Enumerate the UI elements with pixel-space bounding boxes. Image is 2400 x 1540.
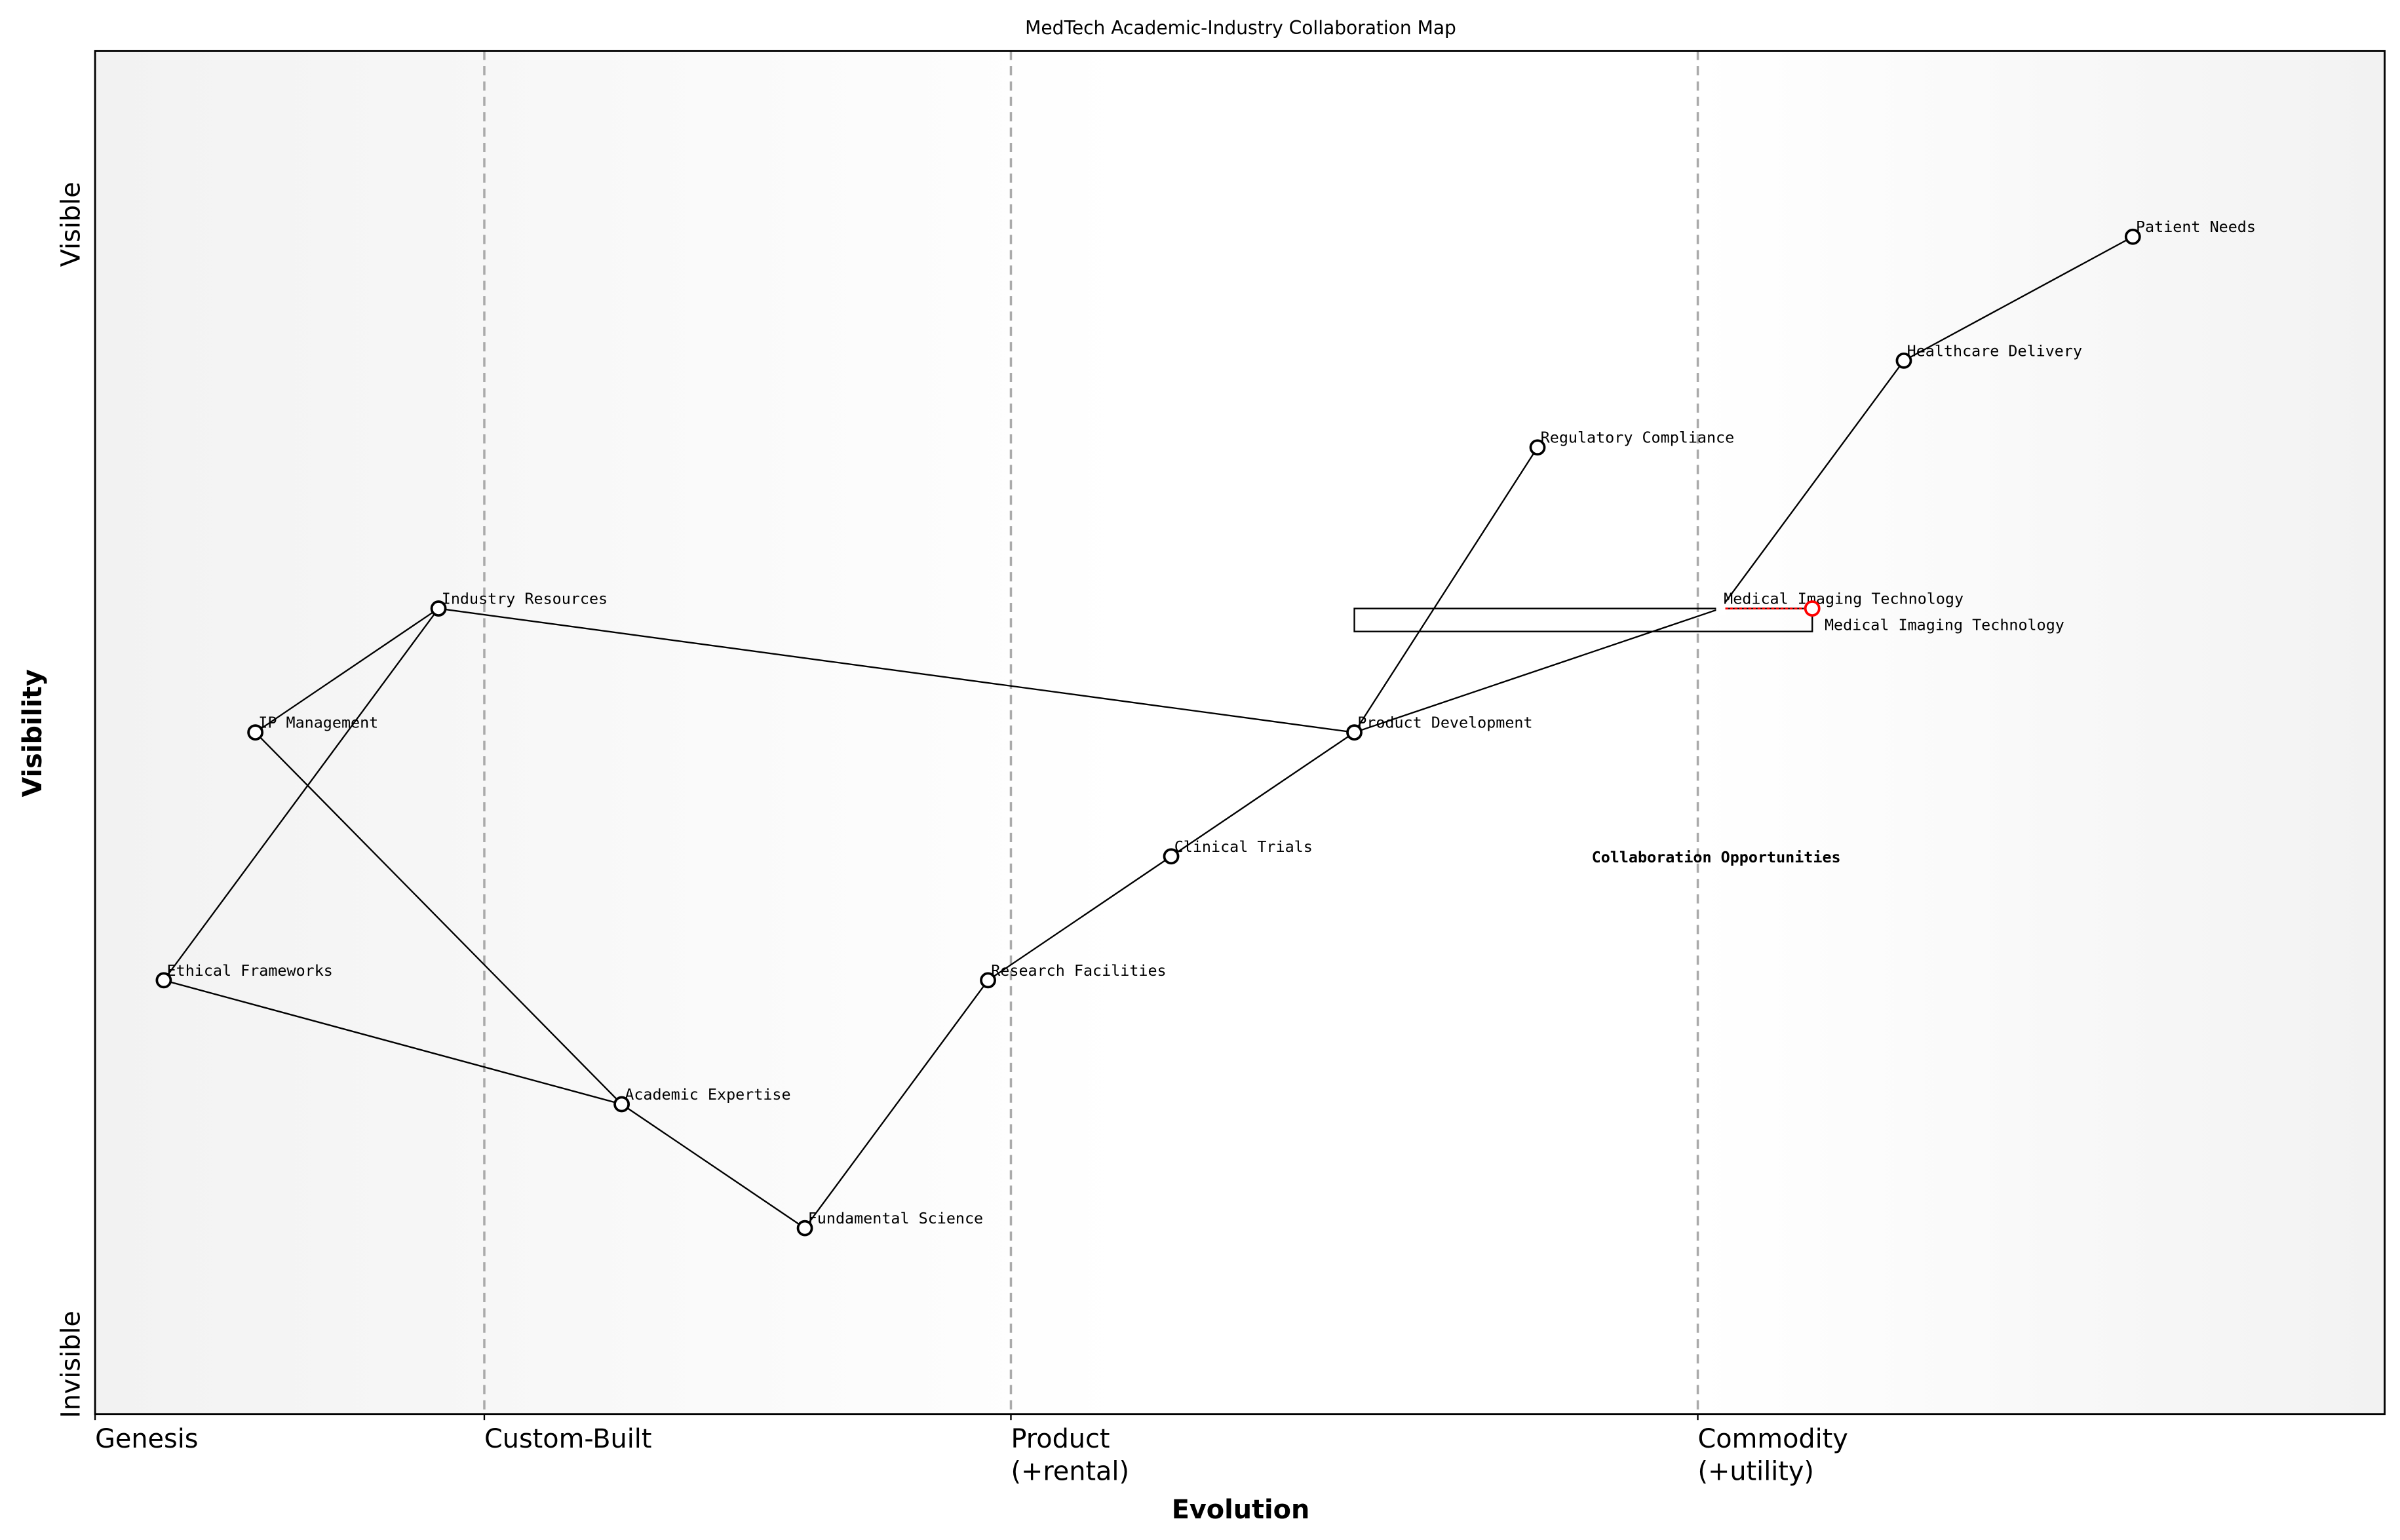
link-line [254,607,439,733]
component-point [155,972,172,989]
link-line [438,607,1355,733]
plot-background [95,50,2385,1414]
component-label: Research Facilities [991,961,1166,980]
component-point [430,600,447,617]
pipeline-box [1353,607,1813,632]
component-label: IP Management [258,714,378,732]
link-line [1353,447,1538,733]
component-label: Patient Needs [2136,218,2256,236]
component-point [1529,439,1546,456]
component-point [2124,228,2141,245]
component-point [613,1096,630,1113]
y-tick-label: Visible [56,182,87,267]
y-axis-label: Visibility [18,669,48,797]
chart-title: MedTech Academic-Industry Collaboration … [1025,17,1456,39]
x-tick-label: Commodity (+utility) [1698,1424,1848,1486]
x-tick-label: Product (+rental) [1011,1424,1129,1486]
link-line [621,1104,805,1229]
evolved-component-point [1804,600,1821,617]
link-line [163,979,622,1106]
component-label: Ethical Frameworks [167,961,333,980]
component-marker [1716,602,1726,615]
component-label: Academic Expertise [625,1085,790,1104]
component-label: Clinical Trials [1174,837,1313,856]
evolved-component-label: Medical Imaging Technology [1825,615,2064,634]
component-point [796,1220,813,1237]
component-point [1346,724,1363,741]
link-line [1171,731,1355,857]
component-label: Medical Imaging Technology [1724,590,1964,608]
component-label: Fundamental Science [808,1209,983,1227]
link-line [1354,607,1721,733]
component-label: Healthcare Delivery [1907,341,2082,360]
component-point [980,972,996,989]
link-line [163,607,440,981]
x-tick-label: Genesis [95,1424,198,1454]
component-point [247,724,264,741]
annotation-label: Collaboration Opportunities [1592,848,1841,866]
component-label: Regulatory Compliance [1541,429,1735,447]
link-line [1720,360,1905,609]
link-line [254,731,623,1105]
link-line [987,855,1172,981]
component-label: Product Development [1357,714,1532,732]
link-line [804,980,989,1229]
component-point [1895,352,1912,369]
component-point [1163,848,1180,865]
x-axis-label: Evolution [1172,1495,1310,1525]
x-tick-label: Custom-Built [484,1424,651,1454]
link-line [1903,236,2133,362]
y-tick-label: Invisible [56,1311,87,1418]
plot-frame [94,50,2386,1415]
component-label: Industry Resources [442,590,608,608]
